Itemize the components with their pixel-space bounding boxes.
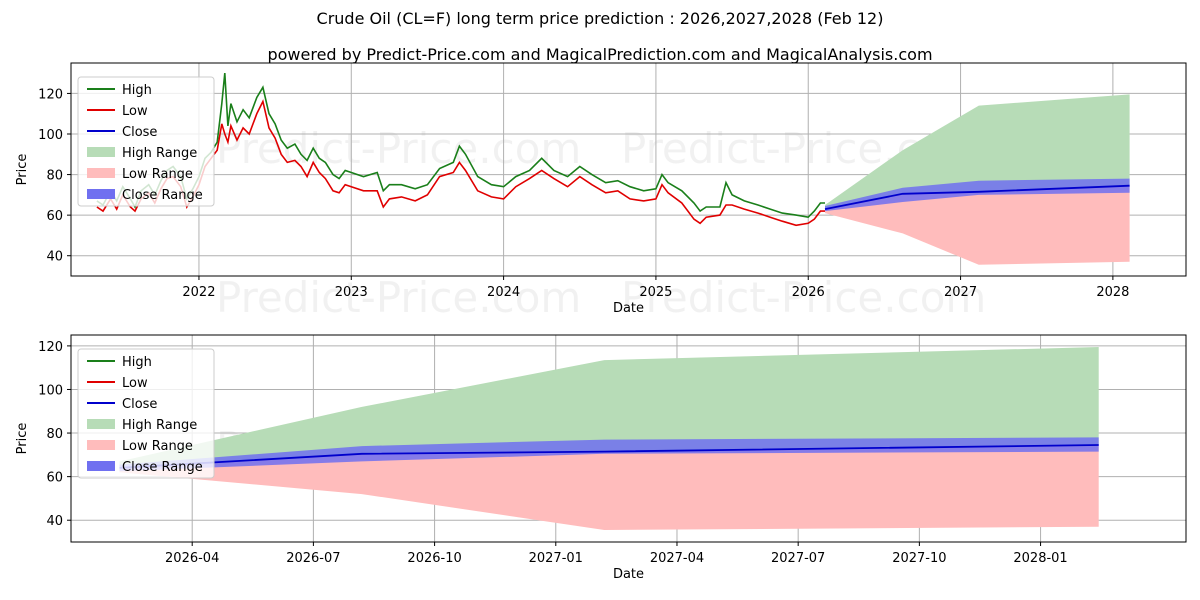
chart-subtitle: powered by Predict-Price.com and Magical…: [267, 45, 933, 64]
close-series-line: [824, 184, 1130, 210]
legend-swatch-patch: [87, 440, 115, 450]
x-tick-label: 2025: [639, 285, 672, 300]
x-tick-label: 2027-01: [529, 551, 583, 566]
low-range-band: [119, 445, 1099, 530]
legend-swatch-patch: [87, 168, 115, 178]
watermark-text: Predict-Price.com: [621, 273, 986, 322]
y-tick-label: 40: [46, 250, 63, 265]
legend-swatch-patch: [87, 461, 115, 471]
legend-label: High Range: [122, 418, 197, 433]
x-tick-label: 2026-10: [407, 551, 461, 566]
y-tick-label: 120: [38, 340, 63, 355]
watermark-text: Predict-Price.com: [216, 273, 581, 322]
y-tick-label: 40: [46, 514, 63, 529]
plot-2: Predict-Price.comPredict-Price.com2026-0…: [15, 334, 1187, 582]
x-tick-label: 2026: [792, 285, 825, 300]
y-axis-label: Price: [15, 154, 30, 186]
legend-label: Close: [122, 125, 157, 140]
y-tick-label: 60: [46, 209, 63, 224]
legend-label: Low: [122, 376, 148, 391]
legend-label: Close Range: [122, 460, 203, 475]
x-tick-label: 2028-01: [1013, 551, 1067, 566]
chart-title: Crude Oil (CL=F) long term price predict…: [316, 9, 884, 28]
legend-label: High Range: [122, 146, 197, 161]
legend-label: Low: [122, 104, 148, 119]
x-tick-label: 2022: [182, 285, 215, 300]
low-range-band: [825, 185, 1130, 265]
x-axis-label: Date: [613, 567, 644, 582]
plot-frame: [70, 334, 1187, 543]
high-range-band: [119, 347, 1099, 468]
y-tick-label: 120: [38, 87, 63, 102]
close-series-line: [119, 444, 1099, 469]
legend-swatch-patch: [87, 419, 115, 429]
legend-label: Close: [122, 397, 157, 412]
y-tick-label: 60: [46, 471, 63, 486]
legend-swatch-patch: [87, 189, 115, 199]
legend-label: High: [122, 83, 152, 98]
legend: High Low Close High Range Low Range Close Ran…: [77, 76, 215, 207]
y-tick-label: 80: [46, 169, 63, 184]
x-tick-label: 2024: [487, 285, 520, 300]
x-tick-label: 2027-04: [650, 551, 704, 566]
x-tick-label: 2027: [944, 285, 977, 300]
legend-label: Low Range: [122, 167, 193, 182]
plot-frame: [70, 62, 1187, 277]
y-axis-label: Price: [15, 423, 30, 455]
watermark-text: Predict-Price.com: [216, 124, 581, 173]
x-tick-label: 2027-07: [771, 551, 825, 566]
x-tick-label: 2027-10: [892, 551, 946, 566]
x-tick-label: 2026-04: [165, 551, 219, 566]
x-tick-label: 2023: [335, 285, 368, 300]
legend-swatch-patch: [87, 147, 115, 157]
legend: High Low Close High Range Low Range Close Ran…: [77, 348, 215, 479]
legend-label: Close Range: [122, 188, 203, 203]
y-tick-label: 100: [38, 128, 63, 143]
legend-label: Low Range: [122, 439, 193, 454]
y-tick-label: 80: [46, 427, 63, 442]
plot-1: Predict-Price.com Predict-Price.com Predic…: [15, 62, 1187, 322]
close-range-band: [119, 437, 1099, 472]
y-tick-label: 100: [38, 383, 63, 398]
x-tick-label: 2028: [1096, 285, 1129, 300]
x-axis-label: Date: [613, 301, 644, 316]
x-tick-label: 2026-07: [286, 551, 340, 566]
legend-label: High: [122, 355, 152, 370]
close-range-band: [825, 178, 1130, 212]
